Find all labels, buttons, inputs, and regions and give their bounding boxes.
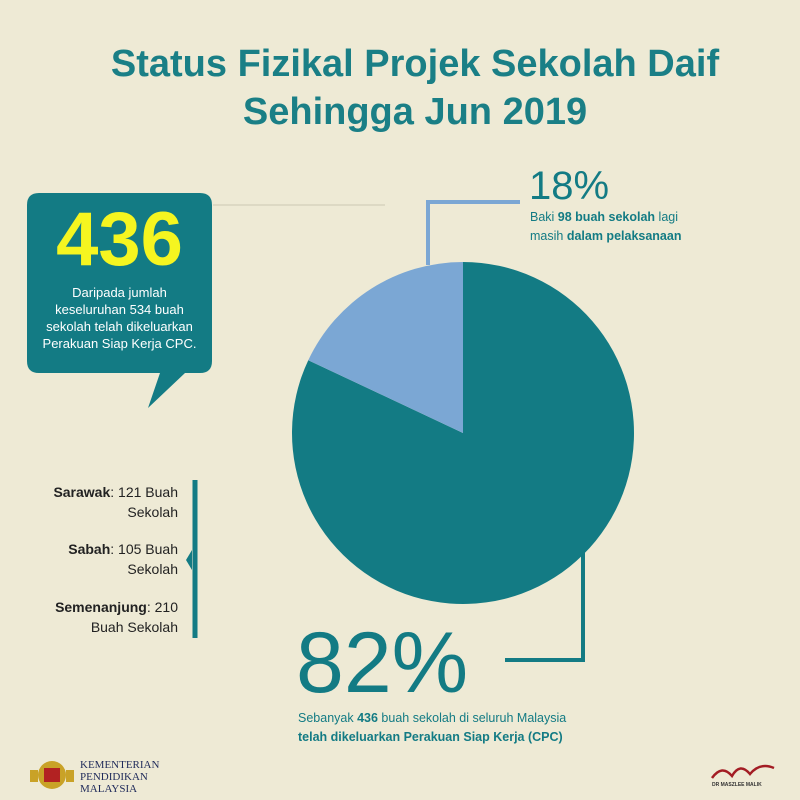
note-part: Sebanyak	[298, 711, 358, 725]
value-label: 18%	[529, 164, 610, 208]
breakdown-item: Sabah: 105 Buah Sekolah	[20, 539, 178, 579]
slice-note: Baki 98 buah sekolah lagi masih dalam pe…	[530, 208, 705, 246]
callout-box	[27, 193, 212, 408]
note-part: lagi masih	[530, 210, 678, 243]
note-part: 98 buah sekolah	[557, 210, 656, 224]
bracket-tip	[186, 550, 192, 570]
count: : 210 Buah Sekolah	[90, 599, 178, 635]
callout-text: Daripada jumlah keseluruhan 534 buah sek…	[42, 285, 197, 351]
callout-number: 436	[56, 197, 183, 282]
ministry-logo	[30, 761, 74, 789]
note-part: buah sekolah di seluruh Malaysia	[377, 711, 567, 725]
note-part: dalam pelaksanaan	[566, 229, 682, 243]
pie	[292, 262, 634, 604]
region: Semenanjung	[55, 599, 147, 615]
ministry-line: KEMENTERIAN	[80, 759, 160, 771]
slice-note: Sebanyak 436 buah sekolah di seluruh Mal…	[298, 709, 568, 747]
note-part: telah dikeluarkan Perakuan Siap Kerja (C…	[298, 730, 563, 744]
breakdown-item: Sarawak: 121 Buah Sekolah	[20, 482, 178, 522]
count: : 105 Buah Sekolah	[110, 541, 178, 577]
region: Sabah	[68, 541, 111, 557]
signature: DR MASZLEE MALIK	[712, 782, 762, 788]
count: : 121 Buah Sekolah	[110, 484, 178, 520]
breakdown-item: Semenanjung: 210 Buah Sekolah	[20, 597, 178, 637]
value-label: 82%	[296, 615, 469, 711]
ministry-line: PENDIDIKAN	[80, 771, 148, 783]
region: Sarawak	[53, 484, 111, 500]
ministry-line: MALAYSIA	[80, 783, 138, 795]
ministry-name: KEMENTERIAN PENDIDIKAN MALAYSIA	[80, 759, 159, 795]
signature-mark	[710, 764, 775, 779]
connector	[505, 548, 585, 662]
chart-title: Status Fizikal Projek Sekolah Daif Sehin…	[110, 43, 720, 133]
note-part: Baki	[530, 210, 558, 224]
pie-slice	[308, 262, 463, 433]
connector	[426, 200, 520, 265]
note-part: 436	[357, 711, 378, 725]
